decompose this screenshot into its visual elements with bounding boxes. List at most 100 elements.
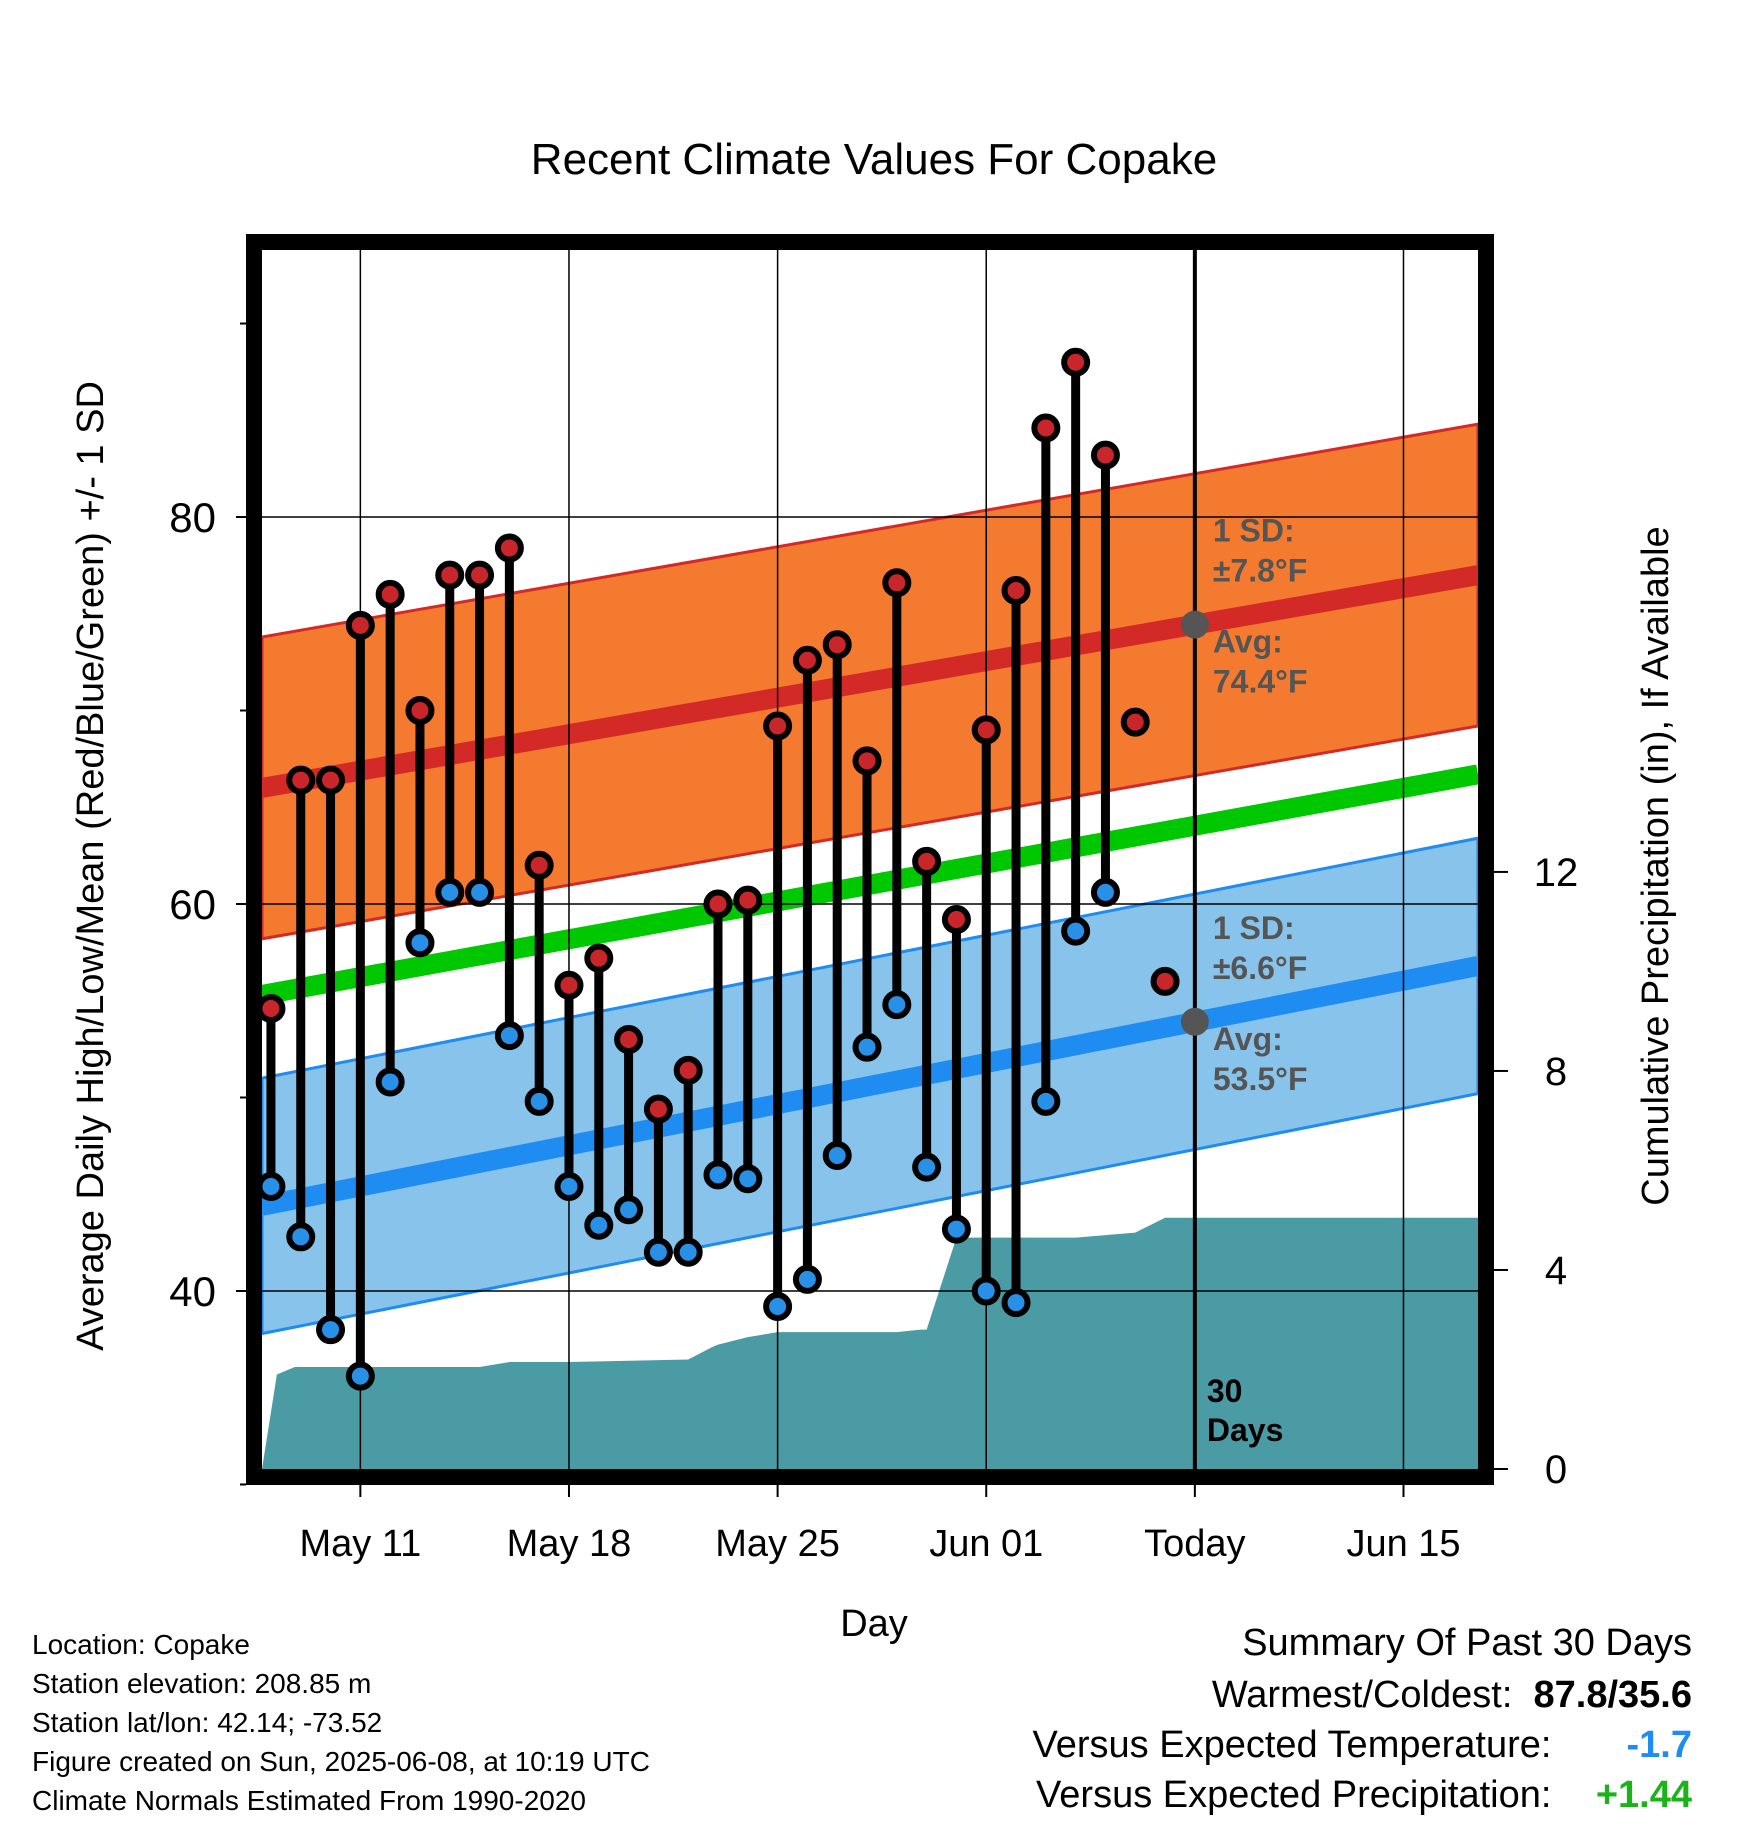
x-tick-label: May 25	[715, 1523, 840, 1565]
daily-high-point	[673, 1055, 703, 1085]
daily-high-point	[941, 904, 971, 934]
daily-high-point	[852, 746, 882, 776]
warmest-coldest-value: 87.8/35.6	[1533, 1674, 1692, 1716]
chart-title: Recent Climate Values For Copake	[531, 135, 1217, 184]
footer-location: Location: Copake	[32, 1629, 250, 1660]
low-avg-label: Avg:	[1213, 1021, 1283, 1057]
daily-high-point	[1031, 413, 1061, 443]
daily-low-point	[262, 1172, 286, 1201]
daily-high-point	[822, 630, 852, 660]
daily-high-point	[1120, 707, 1150, 737]
daily-low-point	[345, 1361, 375, 1391]
low-sd-label: 1 SD:	[1213, 910, 1295, 946]
daily-low-point	[316, 1315, 346, 1345]
daily-high-point	[465, 560, 495, 590]
daily-high-point	[1090, 440, 1120, 470]
daily-low-point	[1031, 1086, 1061, 1116]
daily-low-point	[763, 1291, 793, 1321]
summary-title-text: Summary Of Past 30 Days	[1242, 1622, 1692, 1664]
footer-elevation: Station elevation: 208.85 m	[32, 1668, 372, 1699]
y-right-tick-label: 12	[1534, 851, 1579, 895]
y-right-tick-label: 4	[1545, 1249, 1567, 1293]
daily-high-point	[882, 568, 912, 598]
daily-high-point	[703, 889, 733, 919]
temperature-anomaly-value: -1.7	[1626, 1724, 1692, 1766]
daily-low-point	[673, 1237, 703, 1267]
daily-low-point	[733, 1164, 763, 1194]
precipitation-anomaly-value: +1.44	[1595, 1774, 1692, 1816]
daily-low-point	[882, 990, 912, 1020]
y-tick-label: 40	[169, 1268, 216, 1315]
daily-high-point	[912, 846, 942, 876]
daily-high-point	[792, 645, 822, 675]
daily-high-point	[614, 1024, 644, 1054]
daily-high-point	[286, 765, 316, 795]
daily-low-point	[643, 1237, 673, 1267]
precipitation-anomaly-label: Versus Expected Precipitation:	[1036, 1774, 1552, 1816]
daily-high-point	[1061, 347, 1091, 377]
plot-frame	[246, 234, 1494, 1485]
daily-low-point	[584, 1210, 614, 1240]
daily-low-point	[524, 1086, 554, 1116]
daily-low-point	[614, 1195, 644, 1225]
daily-high-point	[316, 765, 346, 795]
daily-high-point	[733, 885, 763, 915]
summary-precipitation: Versus Expected Precipitation: +1.44	[1036, 1774, 1692, 1817]
daily-low-point	[852, 1032, 882, 1062]
daily-low-point	[286, 1222, 316, 1252]
daily-low-point	[703, 1160, 733, 1190]
daily-high-point	[345, 610, 375, 640]
high-sd-label: 1 SD:	[1213, 513, 1295, 549]
daily-low-point	[494, 1021, 524, 1051]
x-tick-label: Jun 15	[1346, 1523, 1460, 1565]
daily-low-point	[1061, 916, 1091, 946]
daily-high-point	[554, 970, 584, 1000]
y-right-tick-label: 0	[1545, 1448, 1567, 1492]
x-axis-label: Day	[840, 1603, 908, 1645]
today-low-normal-marker	[1180, 1007, 1209, 1036]
daily-high-point	[375, 579, 405, 609]
daily-high-point	[262, 993, 286, 1023]
y-axis-label-right: Cumulative Precipitation (in), If Availa…	[1635, 526, 1677, 1205]
x-tick-label: Today	[1144, 1523, 1245, 1565]
x-tick-label: May 11	[299, 1523, 421, 1565]
plot-content	[262, 250, 1478, 1469]
x-tick-label: Jun 01	[929, 1523, 1043, 1565]
normal-low-line	[262, 956, 1478, 1216]
daily-high-point	[405, 696, 435, 726]
low-sd-value: ±6.6°F	[1213, 950, 1307, 986]
normal-high-line	[262, 565, 1478, 798]
daily-low-point	[912, 1152, 942, 1182]
daily-low-point	[822, 1141, 852, 1171]
daily-low-point	[941, 1214, 971, 1244]
summary-warmest-coldest: Warmest/Coldest: 87.8/35.6	[1212, 1674, 1692, 1717]
daily-high-point	[524, 850, 554, 880]
days-label: Days	[1207, 1412, 1284, 1448]
footer-created: Figure created on Sun, 2025-06-08, at 10…	[32, 1746, 650, 1777]
daily-low-point	[465, 877, 495, 907]
daily-low-point	[405, 928, 435, 958]
daily-high-point	[494, 533, 524, 563]
daily-low-point	[375, 1067, 405, 1097]
high-avg-label: Avg:	[1213, 624, 1283, 660]
today-high-normal-marker	[1180, 610, 1209, 639]
daily-high-point	[763, 711, 793, 741]
daily-low-point	[435, 877, 465, 907]
plot-area: 1 SD: ±7.8°F Avg: 74.4°F 1 SD: ±6.6°F Avg: 53.5…	[169, 234, 1579, 1565]
days-count: 30	[1207, 1373, 1243, 1409]
daily-low-point	[1090, 877, 1120, 907]
daily-low-point	[554, 1172, 584, 1202]
high-sd-value: ±7.8°F	[1213, 553, 1307, 589]
y-right-tick-label: 8	[1545, 1050, 1567, 1094]
y-tick-label: 80	[169, 494, 216, 541]
daily-high-point	[584, 943, 614, 973]
x-tick-label: May 18	[507, 1523, 632, 1565]
footer-normals: Climate Normals Estimated From 1990-2020	[32, 1785, 586, 1816]
temperature-anomaly-label: Versus Expected Temperature:	[1032, 1724, 1552, 1766]
footer-latlon: Station lat/lon: 42.14; -73.52	[32, 1707, 383, 1738]
daily-high-point	[971, 715, 1001, 745]
daily-high-point	[643, 1094, 673, 1124]
y-tick-label: 60	[169, 881, 216, 928]
precipitation-area	[262, 1217, 1478, 1469]
daily-low-point	[1001, 1288, 1031, 1318]
